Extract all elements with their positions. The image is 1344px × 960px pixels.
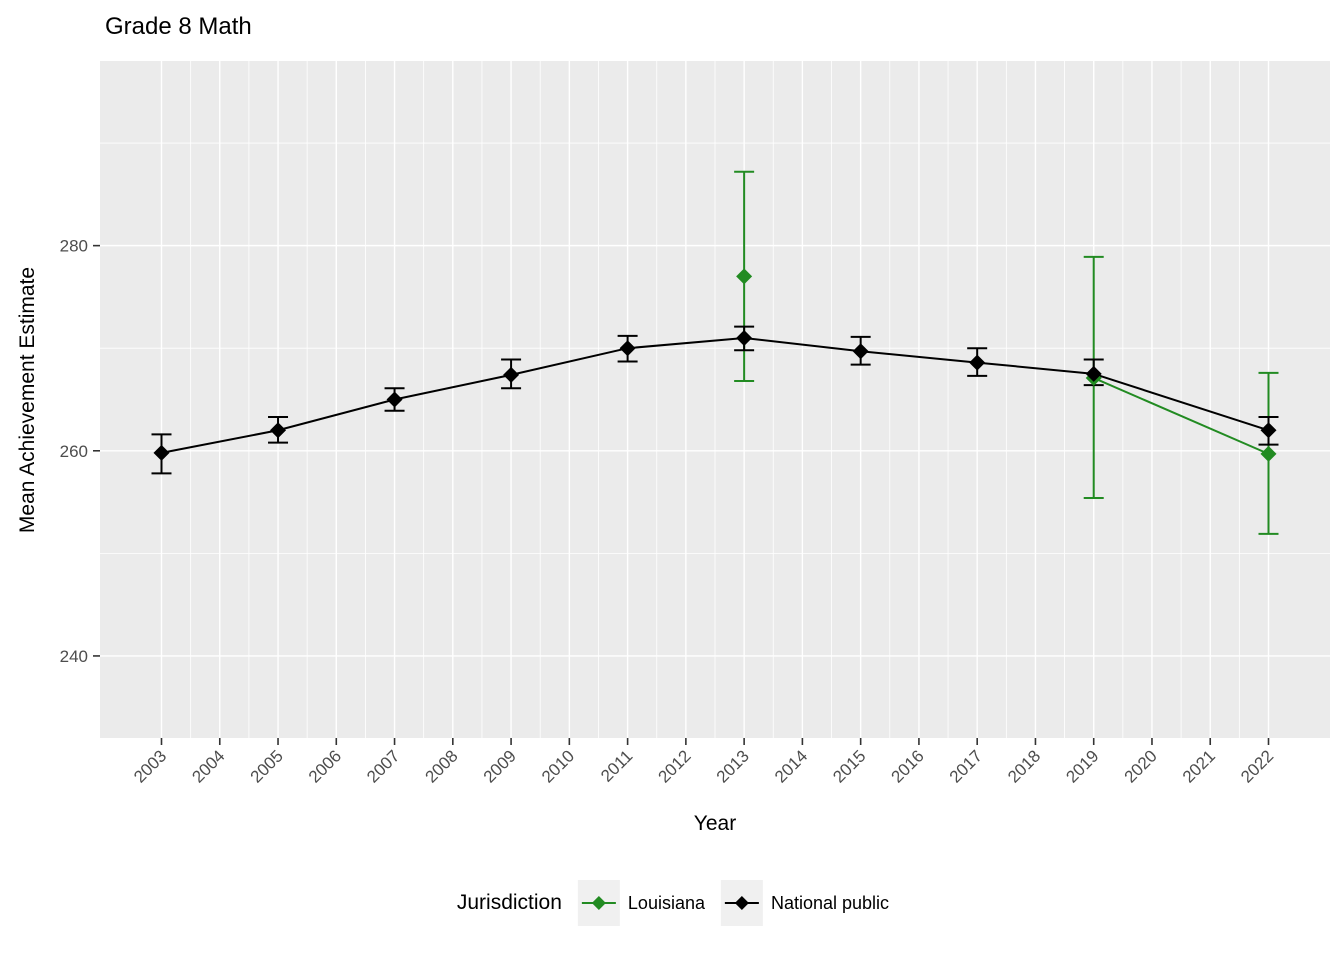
- y-tick-label: 260: [60, 442, 88, 461]
- line-point-glyph-icon: [724, 896, 759, 910]
- data-point: [852, 343, 869, 360]
- data-point: [386, 391, 403, 408]
- x-tick-label: 2007: [363, 746, 403, 786]
- legend-item-national-public: National public: [720, 880, 890, 926]
- axis-tick-marks: [93, 244, 1270, 745]
- chart-title: Grade 8 Math: [105, 13, 252, 40]
- x-axis-title: Year: [693, 812, 737, 835]
- line-point-glyph-icon: [581, 896, 616, 910]
- x-tick-label: 2018: [1004, 746, 1044, 786]
- y-tick-label: 280: [60, 237, 88, 256]
- x-tick-label: 2008: [421, 746, 461, 786]
- data-point: [736, 268, 753, 285]
- x-axis-tick-labels: 2003 2004 2005 2006 2007 2008 2009 2010 2011 2012…: [130, 746, 1277, 786]
- legend-key-national-public: [720, 880, 763, 926]
- data-point: [736, 329, 753, 346]
- x-tick-label: 2016: [888, 746, 928, 786]
- x-tick-label: 2009: [480, 746, 520, 786]
- legend-title: Jurisdiction: [456, 891, 562, 914]
- x-tick-label: 2014: [771, 746, 811, 786]
- legend-label-national-public: National public: [770, 892, 890, 913]
- data-point: [153, 444, 170, 461]
- x-tick-label: 2012: [655, 746, 695, 786]
- line-louisiana: [1093, 377, 1269, 455]
- data-point: [503, 366, 520, 383]
- data-point: [619, 340, 636, 357]
- data-point: [1085, 365, 1102, 382]
- y-tick-label: 240: [60, 647, 88, 666]
- x-tick-label: 2021: [1179, 746, 1219, 786]
- chart-plot-area: 240 260 280 2003 2004 2005 2006 2007 2008 2009 201…: [60, 61, 1330, 787]
- x-tick-label: 2006: [305, 746, 345, 786]
- x-tick-label: 2004: [188, 746, 228, 786]
- x-tick-label: 2013: [713, 746, 753, 786]
- data-point: [1260, 445, 1277, 462]
- x-tick-label: 2020: [1121, 746, 1161, 786]
- chart-legend: Jurisdiction Louisiana National public: [457, 880, 905, 926]
- data-point: [270, 422, 287, 439]
- legend-item-louisiana: Louisiana: [577, 880, 705, 926]
- x-tick-label: 2010: [538, 746, 578, 786]
- x-tick-label: 2015: [829, 746, 869, 786]
- data-point: [969, 354, 986, 371]
- x-tick-label: 2003: [130, 746, 170, 786]
- x-tick-label: 2019: [1062, 746, 1102, 786]
- legend-key-louisiana: [577, 880, 620, 926]
- line-national-public: [161, 336, 1269, 454]
- points-national-public: [153, 329, 1277, 461]
- y-axis-tick-labels: 240 260 280: [60, 237, 88, 666]
- x-tick-label: 2017: [946, 746, 986, 786]
- minor-gridlines: [100, 61, 1330, 738]
- legend-label-louisiana: Louisiana: [627, 892, 705, 913]
- data-point: [1260, 422, 1277, 439]
- x-tick-label: 2022: [1237, 746, 1277, 786]
- x-tick-label: 2005: [247, 746, 287, 786]
- x-tick-label: 2011: [597, 746, 636, 785]
